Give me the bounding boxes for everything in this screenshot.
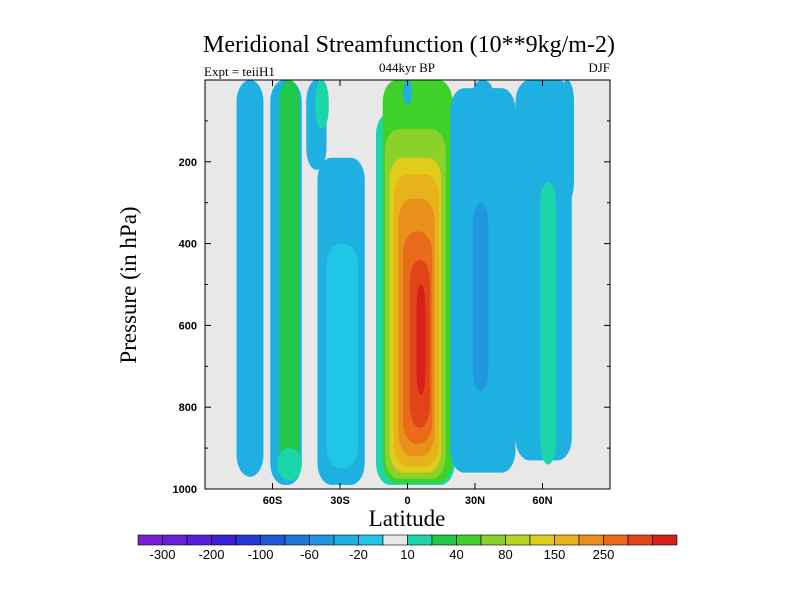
contour-region-3 bbox=[277, 448, 302, 481]
y-tick-label: 600 bbox=[179, 320, 197, 332]
colorbar-label: 40 bbox=[449, 547, 463, 562]
colorbar-swatch bbox=[480, 534, 506, 546]
contour-region-21 bbox=[560, 80, 574, 203]
chart-subtitle-center: 044kyr BP bbox=[379, 60, 435, 75]
colorbar-label: 80 bbox=[498, 547, 512, 562]
colorbar-swatch bbox=[186, 534, 212, 546]
colorbar-swatch bbox=[309, 534, 335, 546]
y-tick-label: 1000 bbox=[173, 484, 197, 496]
contour-region-23 bbox=[315, 80, 329, 130]
x-tick-label: 0 bbox=[404, 495, 410, 507]
x-tick-label: 60N bbox=[532, 495, 552, 507]
colorbar-label: 10 bbox=[400, 547, 414, 562]
contour-region-6 bbox=[326, 243, 358, 469]
contour-region-18 bbox=[472, 80, 493, 105]
colorbar-label: 250 bbox=[593, 547, 615, 562]
colorbar-label: -20 bbox=[349, 547, 368, 562]
y-axis-ticks: 200 400 600 800 1000 bbox=[173, 120, 610, 496]
colorbar-label: -300 bbox=[149, 547, 175, 562]
colorbar-swatch bbox=[603, 534, 629, 546]
contour-region-2 bbox=[279, 80, 300, 469]
colorbar-swatch bbox=[211, 534, 237, 546]
x-tick-label: 30S bbox=[330, 495, 350, 507]
plot-area: 200 400 600 800 1000 60S 30S 0 30N 60N bbox=[173, 79, 611, 507]
colorbar-swatch bbox=[652, 534, 678, 546]
contour-region-22 bbox=[403, 80, 412, 105]
colorbar-swatch bbox=[358, 534, 384, 546]
chart-subtitle-left: Expt = teiiH1 bbox=[204, 64, 275, 79]
colorbar-swatch bbox=[407, 534, 433, 546]
contour-region-0 bbox=[236, 80, 264, 477]
colorbar-swatch bbox=[333, 534, 359, 546]
y-tick-label: 800 bbox=[179, 402, 197, 414]
colorbar-swatch bbox=[137, 534, 163, 546]
colorbar-swatch bbox=[382, 534, 408, 546]
colorbar-swatch bbox=[627, 534, 653, 546]
x-tick-label: 30N bbox=[465, 495, 485, 507]
x-tick-label: 60S bbox=[263, 495, 283, 507]
colorbar-swatch bbox=[554, 534, 580, 546]
y-tick-label: 200 bbox=[179, 157, 197, 169]
contour-regions bbox=[236, 80, 574, 485]
chart-subtitle-right: DJF bbox=[588, 60, 610, 75]
colorbar-swatch bbox=[529, 534, 555, 546]
colorbar-label: 150 bbox=[544, 547, 566, 562]
colorbar-swatch bbox=[431, 534, 457, 546]
colorbar-swatch bbox=[578, 534, 604, 546]
colorbar-swatch bbox=[505, 534, 531, 546]
colorbar-swatch bbox=[162, 534, 188, 546]
contour-region-15 bbox=[416, 284, 426, 395]
colorbar-label: -100 bbox=[247, 547, 273, 562]
colorbar-swatch bbox=[284, 534, 310, 546]
colorbar-swatch bbox=[260, 534, 286, 546]
x-axis-label: Latitude bbox=[369, 506, 446, 531]
colorbar: -300 -200 -100 -60 -20 10 40 80 150 250 bbox=[137, 534, 678, 562]
contour-region-17 bbox=[472, 202, 489, 391]
x-axis-ticks: 60S 30S 0 30N 60N bbox=[263, 80, 553, 507]
y-tick-label: 400 bbox=[179, 239, 197, 251]
colorbar-swatch bbox=[456, 534, 482, 546]
colorbar-label: -200 bbox=[198, 547, 224, 562]
colorbar-label: -60 bbox=[300, 547, 319, 562]
chart-title: Meridional Streamfunction (10**9kg/m-2) bbox=[203, 32, 615, 58]
contour-region-20 bbox=[540, 182, 556, 465]
colorbar-swatch bbox=[235, 534, 261, 546]
y-axis-label: Pressure (in hPa) bbox=[116, 206, 141, 363]
